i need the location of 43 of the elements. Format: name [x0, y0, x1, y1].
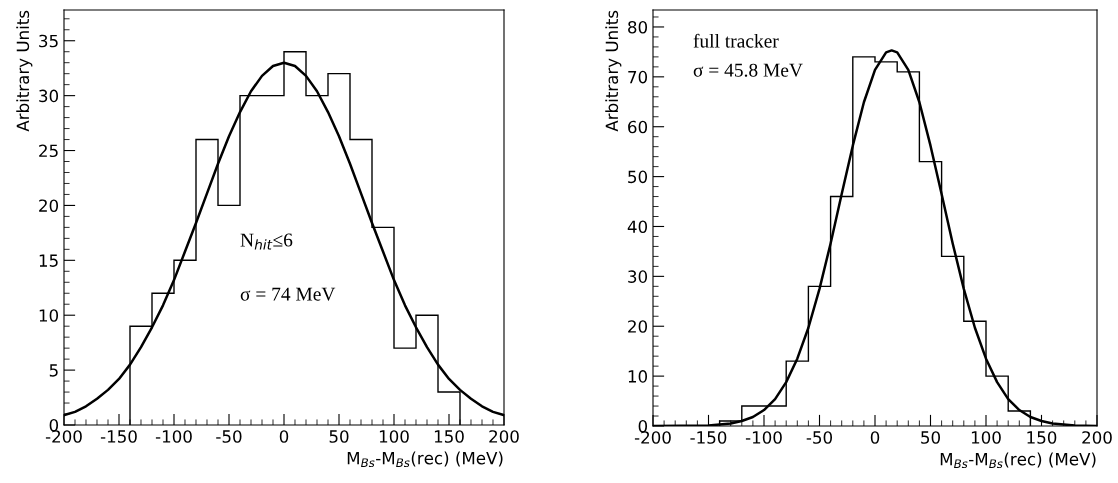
x-tick-label: 0 [279, 430, 289, 443]
x-tick-label: 200 [1082, 431, 1112, 444]
y-axis-title: Arbitrary Units [16, 10, 33, 132]
annotation: full tracker [693, 33, 779, 48]
x-tick-label: 0 [870, 431, 880, 444]
x-tick-label: 100 [379, 430, 409, 443]
annotation: N$_{hit}$≤6 [240, 233, 293, 250]
y-tick-label: 15 [39, 254, 58, 267]
x-tick-label: 50 [329, 430, 349, 443]
annotation: σ = 74 MeV [240, 287, 336, 301]
y-tick-label: 30 [39, 89, 59, 103]
y-tick-label: 10 [628, 370, 648, 383]
y-tick-label: 25 [39, 144, 58, 158]
y-tick-label: 70 [628, 70, 648, 84]
x-axis-title: M$_{Bs}$-M$_{Bs}$(rec) (MeV) [347, 451, 503, 468]
x-tick-label: -200 [634, 431, 671, 444]
y-tick-label: 0 [638, 419, 648, 433]
x-tick-label: -100 [155, 430, 192, 443]
y-tick-label: 20 [628, 320, 648, 333]
x-tick-label: 100 [971, 431, 1001, 444]
y-tick-label: 50 [628, 170, 648, 184]
x-tick-label: 150 [434, 430, 464, 443]
y-tick-label: 60 [628, 120, 648, 134]
x-axis-title: M$_{Bs}$-M$_{Bs}$(rec) (MeV) [940, 452, 1096, 469]
y-tick-label: 5 [49, 364, 58, 377]
x-tick-label: 150 [1027, 431, 1057, 444]
x-tick-label: -150 [100, 430, 137, 443]
x-tick-label: -50 [216, 430, 242, 443]
x-tick-label: -100 [745, 431, 782, 444]
y-tick-label: 35 [39, 34, 58, 48]
x-tick-label: 50 [921, 431, 940, 444]
x-tick-label: -200 [45, 430, 82, 443]
x-tick-label: -50 [806, 431, 832, 444]
x-tick-label: 200 [489, 430, 519, 443]
y-tick-label: 40 [627, 220, 648, 234]
y-tick-label: 20 [39, 199, 59, 212]
x-tick-label: -150 [690, 431, 727, 444]
y-tick-label: 80 [628, 20, 648, 34]
y-tick-label: 10 [39, 309, 59, 322]
y-tick-label: 0 [49, 418, 59, 432]
y-tick-label: 30 [628, 270, 648, 283]
annotation: σ = 45.8 MeV [693, 63, 803, 77]
y-axis-title: Arbitrary Units [605, 10, 622, 132]
